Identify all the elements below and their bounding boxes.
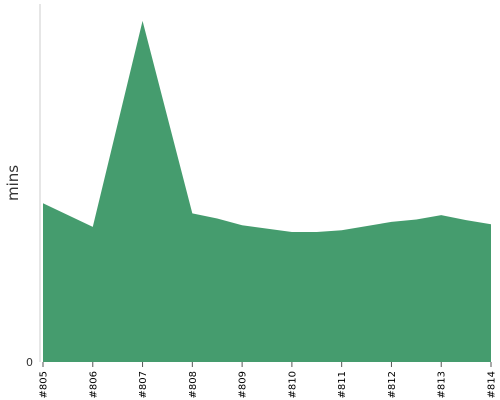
x-tick-label: #808	[188, 371, 199, 398]
x-tick-label: #809	[238, 371, 249, 398]
area-series	[43, 20, 491, 362]
x-tick-label: #811	[337, 371, 348, 398]
x-axis-ticks: #805 #806 #807 #808 #809 #810 #811 #812 #813 #814	[39, 362, 498, 398]
x-tick-label: #810	[287, 371, 298, 398]
x-tick-label: #813	[437, 371, 448, 398]
x-tick-label: #807	[138, 371, 149, 398]
x-tick-label: #814	[487, 371, 498, 398]
y-axis-title: mins	[4, 165, 22, 201]
y-tick-label-0: 0	[26, 356, 33, 369]
x-tick-label: #806	[88, 371, 99, 398]
x-tick-label: #812	[387, 371, 398, 398]
x-tick-label: #805	[39, 371, 50, 398]
